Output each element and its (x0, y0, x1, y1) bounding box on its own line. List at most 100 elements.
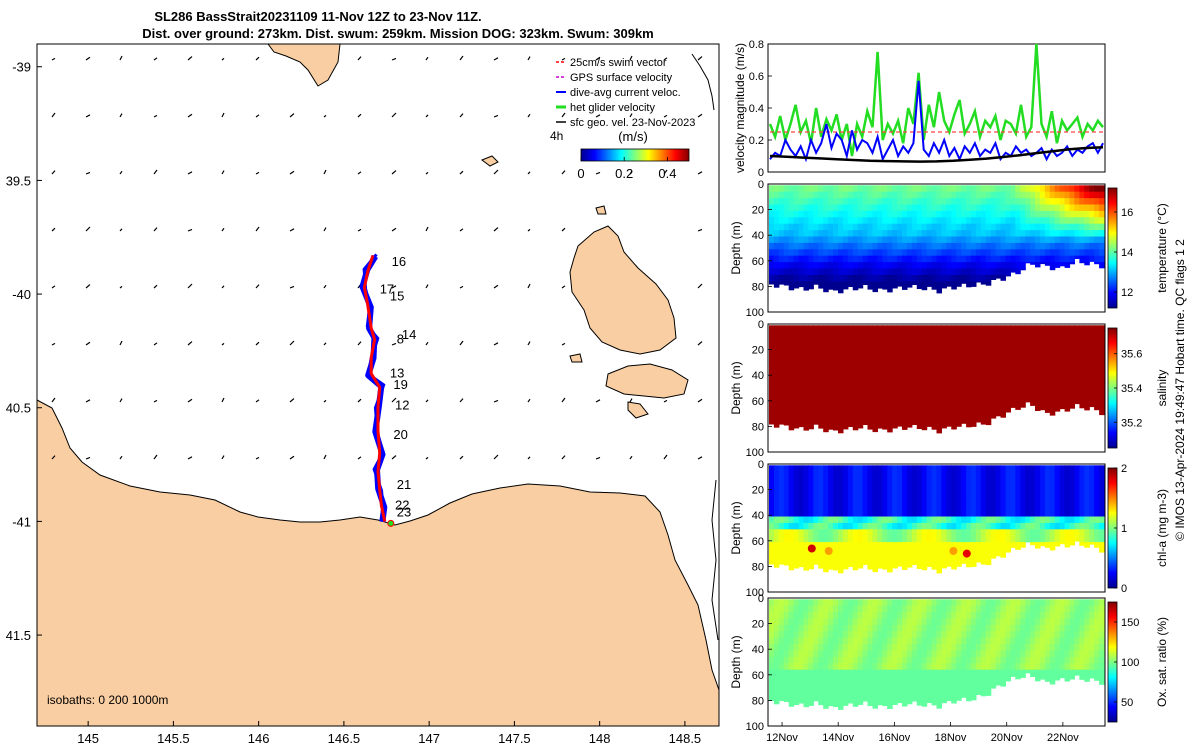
section-cell (1074, 644, 1080, 652)
section-cell (961, 644, 967, 652)
section-cell (773, 338, 780, 346)
section-cell (980, 344, 987, 352)
section-cell (842, 395, 849, 403)
section-cell (1020, 484, 1026, 492)
section-cell (867, 389, 873, 397)
section-cell (867, 542, 873, 550)
section-cell (892, 230, 898, 238)
section-cell (897, 230, 903, 238)
section-cell (966, 350, 972, 358)
section-cell (916, 421, 923, 429)
section-cell (985, 255, 992, 263)
section-cell (916, 408, 923, 416)
section-cell (847, 281, 854, 287)
section-cell (1010, 631, 1016, 639)
section-cell (1005, 382, 1011, 390)
section-cell (980, 370, 987, 378)
section-cell (877, 344, 883, 352)
section-cell (956, 408, 962, 416)
section-cell (1089, 644, 1095, 652)
section-cell (1074, 637, 1080, 645)
section-cell (872, 656, 878, 664)
section-cell (956, 663, 962, 671)
section-cell (985, 382, 992, 390)
section-cell (1010, 624, 1016, 632)
section-cell (852, 471, 859, 479)
current-vector (663, 454, 668, 460)
current-vector (459, 228, 464, 232)
section-cell (1015, 471, 1021, 479)
section-cell (798, 599, 805, 607)
section-cell (877, 484, 883, 492)
section-cell (842, 274, 849, 282)
section-cell (1099, 223, 1105, 231)
section-cell (897, 682, 903, 690)
section-cell (887, 554, 893, 562)
section-cell (773, 650, 780, 658)
section-cell (1010, 599, 1016, 607)
section-cell (892, 561, 898, 569)
section-cell (1094, 624, 1100, 632)
section-cell (773, 408, 780, 416)
section-cell (808, 363, 814, 371)
section-cell (951, 350, 957, 358)
section-cell (1094, 338, 1100, 346)
section-cell (1044, 402, 1051, 410)
section-cell (1079, 191, 1085, 199)
section-cell (769, 363, 775, 371)
section-cell (916, 414, 923, 422)
section-cell (926, 421, 933, 427)
section-cell (1084, 230, 1090, 238)
section-cell (980, 274, 987, 282)
section-cell (847, 350, 854, 358)
section-cell (842, 624, 849, 632)
section-cell (803, 389, 809, 397)
x-tick-label: 147.5 (498, 731, 531, 746)
section-cell (867, 338, 873, 346)
section-cell (872, 363, 878, 371)
section-cell (1059, 357, 1066, 365)
section-cell (1000, 631, 1006, 639)
section-cell (872, 618, 878, 626)
section-cell (773, 535, 780, 543)
section-cell (1035, 363, 1041, 371)
section-cell (778, 198, 785, 206)
section-cell (803, 363, 809, 371)
section-cell (911, 185, 918, 193)
section-cell (936, 554, 942, 562)
section-cell (1020, 650, 1026, 658)
section-cell (887, 548, 893, 556)
section-cell (1074, 191, 1080, 199)
section-cell (975, 344, 982, 352)
section-cell (892, 471, 898, 479)
section-cell (857, 669, 864, 677)
section-cell (1054, 529, 1061, 537)
section-cell (985, 357, 992, 365)
section-cell (842, 542, 849, 550)
section-cell (975, 402, 982, 410)
section-cell (1049, 644, 1056, 652)
section-cell (803, 287, 809, 291)
section-cell (985, 618, 992, 626)
section-cell (985, 344, 992, 352)
section-cell (1030, 478, 1036, 486)
section-cell (823, 376, 829, 384)
section-cell (1074, 217, 1080, 225)
section-cell (1049, 548, 1056, 551)
section-cell (1049, 370, 1056, 378)
section-cell (926, 471, 933, 479)
section-cell (1015, 363, 1021, 371)
section-cell (842, 701, 849, 706)
section-cell (1094, 236, 1100, 244)
section-cell (961, 217, 967, 225)
section-cell (1099, 529, 1105, 537)
section-cell (1069, 325, 1075, 333)
section-cell (818, 535, 824, 543)
section-cell (1005, 268, 1011, 276)
section-cell (1000, 663, 1006, 671)
section-cell (1069, 210, 1075, 218)
section-cell (916, 204, 923, 212)
section-cell (980, 522, 987, 530)
section-cell (1074, 490, 1080, 498)
section-cell (1005, 395, 1011, 403)
